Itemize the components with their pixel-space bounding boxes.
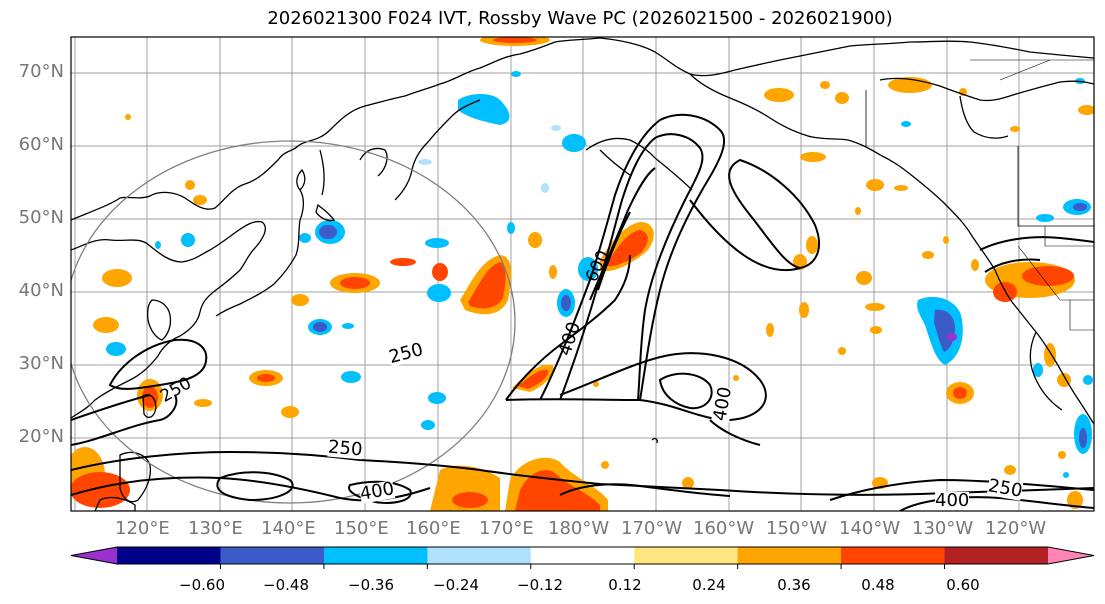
colorbar bbox=[70, 546, 1095, 569]
coastlines bbox=[71, 37, 1094, 511]
colorbar-tick-label: −0.24 bbox=[433, 576, 479, 594]
lon-label-120e: 120°E bbox=[115, 518, 170, 539]
lon-label-120w: 120°W bbox=[985, 518, 1047, 539]
colorbar-segment bbox=[427, 547, 532, 564]
lat-label-70n: 70°N bbox=[18, 61, 64, 82]
graticule bbox=[71, 37, 1094, 511]
colorbar-segment bbox=[737, 547, 842, 564]
lat-label-60n: 60°N bbox=[18, 134, 64, 155]
colorbar-tick-label: −0.12 bbox=[517, 576, 563, 594]
contour-label-250-south: 250 bbox=[327, 436, 364, 461]
lat-label-50n: 50°N bbox=[18, 207, 64, 228]
map-title: 2026021300 F024 IVT, Rossby Wave PC (202… bbox=[267, 8, 893, 29]
map-frame bbox=[70, 36, 1095, 512]
positive-anomaly-fills bbox=[71, 37, 1094, 511]
colorbar-outline bbox=[70, 546, 1095, 565]
colorbar-tick-label: 0.60 bbox=[946, 576, 980, 594]
lon-label-160e: 160°E bbox=[406, 518, 461, 539]
colorbar-segment bbox=[323, 547, 428, 564]
lon-label-140w: 140°W bbox=[839, 518, 901, 539]
lon-label-170w: 170°W bbox=[621, 518, 683, 539]
colorbar-segment bbox=[220, 547, 325, 564]
lon-label-140e: 140°E bbox=[261, 518, 316, 539]
colorbar-extend-min bbox=[71, 547, 117, 564]
colorbar-tick-label: 0.24 bbox=[692, 576, 726, 594]
lat-label-30n: 30°N bbox=[18, 353, 64, 374]
ivt-contours bbox=[71, 113, 1094, 511]
lat-label-40n: 40°N bbox=[18, 280, 64, 301]
colorbar-tick-label: 0.12 bbox=[608, 576, 642, 594]
lon-label-170e: 170°E bbox=[479, 518, 534, 539]
contour-label-400-east: 400 bbox=[935, 490, 970, 511]
colorbar-extend-max bbox=[1048, 547, 1094, 564]
lon-label-130w: 130°W bbox=[912, 518, 974, 539]
lat-label-20n: 20°N bbox=[18, 426, 64, 447]
colorbar-tick-label: 0.36 bbox=[777, 576, 811, 594]
colorbar-segment bbox=[634, 547, 739, 564]
lon-label-150e: 150°E bbox=[334, 518, 389, 539]
colorbar-tick-label: −0.48 bbox=[263, 576, 309, 594]
lon-label-130e: 130°E bbox=[188, 518, 243, 539]
colorbar-segment bbox=[944, 547, 1049, 564]
lon-label-150w: 150°W bbox=[766, 518, 828, 539]
colorbar-segment bbox=[530, 547, 635, 564]
lon-label-180w: 180°W bbox=[548, 518, 610, 539]
colorbar-tick-label: −0.60 bbox=[179, 576, 225, 594]
colorbar-segment bbox=[117, 547, 221, 564]
colorbar-segment bbox=[841, 547, 946, 564]
colorbar-tick-label: −0.36 bbox=[348, 576, 394, 594]
region-circle bbox=[71, 140, 516, 504]
negative-anomaly-fills bbox=[106, 71, 1093, 478]
lon-label-160w: 160°W bbox=[693, 518, 755, 539]
colorbar-tick-label: 0.48 bbox=[861, 576, 895, 594]
